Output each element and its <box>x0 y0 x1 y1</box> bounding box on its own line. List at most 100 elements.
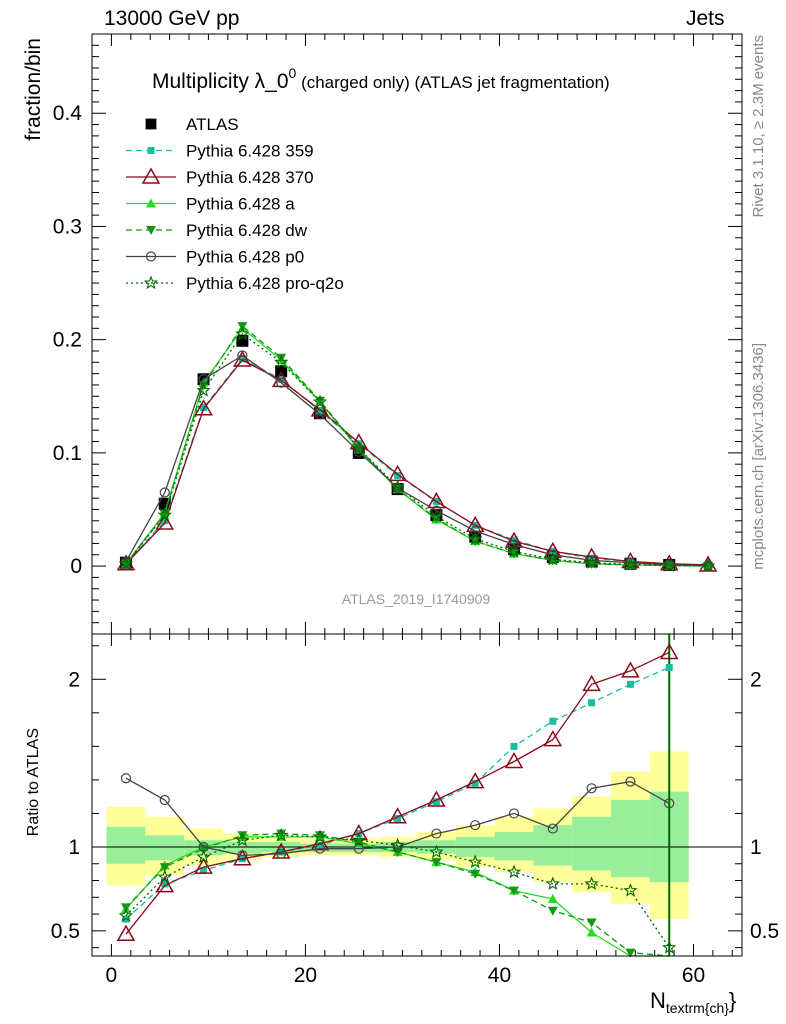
data-point-pp0 <box>586 783 597 794</box>
data-point-pp0 <box>314 409 326 420</box>
legend: ATLAS Pythia 6.428 359 Pythia 6.428 370 Pyt… <box>126 115 344 293</box>
x-axis-title-sub: textrm{ch} <box>666 1000 729 1016</box>
data-point-pq2o <box>157 869 172 884</box>
data-point-pdw <box>586 918 597 928</box>
main-title-superscript: 0 <box>289 65 297 81</box>
data-point-pq2o <box>274 827 289 842</box>
series-line-pq2o <box>125 333 709 567</box>
legend-marker-data <box>145 118 157 130</box>
data-point-p359 <box>471 779 479 787</box>
data-point-p359 <box>510 742 518 750</box>
y-tick-label: 0.3 <box>53 215 82 238</box>
uncertainty-band-green <box>572 816 612 871</box>
series-line-p370 <box>125 651 670 935</box>
data-point-pq2o <box>623 556 638 571</box>
header-energy-label: 13000 GeV pp <box>104 7 240 30</box>
series-line-pdw <box>125 325 709 567</box>
uncertainty-band-green <box>145 835 185 861</box>
legend-label-data: ATLAS <box>186 115 239 134</box>
x-tick-label: 60 <box>682 964 705 987</box>
data-point-p359 <box>665 664 673 672</box>
legend-marker-pq2o <box>143 275 159 290</box>
data-point-p370 <box>504 751 524 769</box>
data-point-p359 <box>549 717 557 725</box>
mcplots-label: mcplots.cern.ch [arXiv:1306.3436] <box>750 343 767 570</box>
data-point-p370 <box>582 674 601 692</box>
data-point-pdw <box>237 322 248 332</box>
data-point-pp0 <box>237 850 248 861</box>
data-point-p359 <box>394 472 402 480</box>
data-point-p370 <box>388 807 407 824</box>
data-point-p359 <box>238 355 246 363</box>
data-point-pq2o <box>545 876 560 890</box>
legend-marker-p359 <box>147 147 155 154</box>
series-line-pq2o <box>125 834 670 948</box>
ratio-y-tick-label-left: 0.5 <box>51 920 80 943</box>
legend-marker-pa <box>146 198 156 208</box>
data-point-pdw <box>431 858 442 868</box>
main-title-rest: (charged only) (ATLAS jet fragmentation) <box>296 73 609 92</box>
data-point-pdw <box>276 829 287 839</box>
data-point-p359 <box>394 814 402 822</box>
series-line-pp0 <box>125 354 709 567</box>
series-line-pa <box>125 327 709 567</box>
data-point-pq2o <box>545 551 560 566</box>
legend-marker-pdw <box>146 226 156 235</box>
data-point-pdw <box>509 886 520 896</box>
data-point-p370 <box>465 772 485 789</box>
data-point-pq2o <box>584 876 599 890</box>
y-tick-label: 0 <box>70 555 82 578</box>
data-point-p359 <box>200 404 208 412</box>
rivet-version-label: Rivet 3.1.10, ≥ 2.3M events <box>750 35 767 218</box>
uncertainty-band-green <box>106 826 146 864</box>
series-line-p359 <box>125 358 709 566</box>
data-point-pp0 <box>276 848 287 859</box>
ratio-panel-frame <box>91 633 743 957</box>
data-point-pp0 <box>664 798 675 809</box>
data-point-pq2o <box>662 558 677 572</box>
data-point-pp0 <box>508 539 520 550</box>
data-point-pq2o <box>351 440 366 455</box>
data-point-pp0 <box>276 377 287 388</box>
data-point-pp0 <box>431 505 442 516</box>
data-point-pdw <box>625 948 636 958</box>
data-point-pq2o <box>312 394 328 409</box>
main-title-text: Multiplicity λ_0 <box>152 70 289 93</box>
uncertainty-band-green <box>611 800 650 878</box>
legend-marker-p370 <box>141 167 161 184</box>
data-point-pq2o <box>118 908 134 922</box>
data-point-pq2o <box>235 832 250 847</box>
main-y-axis-title: fraction/bin <box>22 38 45 141</box>
data-point-pp0 <box>392 841 403 853</box>
data-point-p370 <box>310 400 330 417</box>
data-point-pp0 <box>625 776 636 787</box>
x-tick-label: 0 <box>106 964 118 987</box>
ratio-y-tick-label-left: 1 <box>68 836 80 859</box>
data-point-pq2o <box>390 837 405 852</box>
data-point-pp0 <box>314 843 326 854</box>
data-point-pq2o <box>390 479 405 493</box>
data-point-p359 <box>277 375 285 383</box>
data-point-pp0 <box>237 350 248 361</box>
ratio-y-tick-label-right: 2 <box>750 668 762 691</box>
data-point-p370 <box>504 531 524 548</box>
header-process-label: Jets <box>686 7 725 30</box>
data-point-p370 <box>427 492 446 509</box>
data-point-pa <box>586 927 597 937</box>
data-point-p370 <box>621 661 640 678</box>
data-point-p370 <box>659 642 679 660</box>
data-point-pdw <box>159 510 170 519</box>
data-point-pq2o <box>429 508 444 523</box>
data-point-p359 <box>200 866 208 874</box>
data-point-pq2o <box>700 558 716 573</box>
data-point-p359 <box>316 841 324 849</box>
data-point-p359 <box>122 915 130 923</box>
data-point-p370 <box>155 513 175 530</box>
data-point-p359 <box>588 699 596 707</box>
data-point-pdw <box>120 903 131 913</box>
y-tick-label: 0.2 <box>53 329 82 352</box>
data-point-pdw <box>159 863 170 873</box>
ratio-y-tick-label-right: 1 <box>750 836 762 859</box>
data-point-pq2o <box>662 940 677 954</box>
data-point-p370 <box>116 924 136 941</box>
